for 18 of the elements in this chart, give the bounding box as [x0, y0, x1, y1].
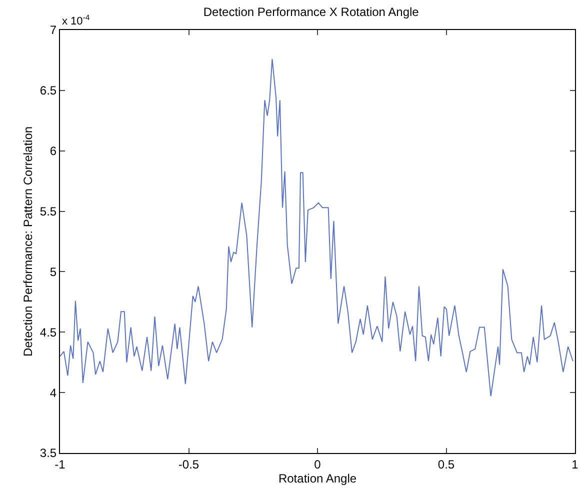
x-tick-label: -1 [54, 457, 66, 472]
y-tick-label: 4 [50, 386, 57, 400]
x-tick-label: 0.5 [438, 457, 455, 472]
text: x 10$^{-4}$ [62, 13, 90, 28]
y-tick-label: 6.5 [40, 84, 57, 98]
chart-title: Detection Performance X Rotation Angle [203, 4, 420, 19]
x-tick-label: 0 [314, 457, 322, 472]
y-axis-title: Detection Performance: Pattern Correlation [21, 126, 36, 357]
y-tick-label: 4.5 [40, 325, 57, 340]
y-tick-label: 3.5 [40, 446, 57, 460]
y-tick-label: 6 [50, 144, 57, 158]
x-tick-label: 1 [572, 457, 579, 472]
line-series [60, 58, 574, 397]
x-tick-label: -0.5 [178, 457, 200, 472]
y-tick-label: 5 [50, 264, 57, 279]
y-tick-label: 5.5 [40, 204, 57, 218]
x-axis-title: Rotation Angle [278, 471, 357, 486]
y-tick-label: 7 [50, 23, 57, 38]
